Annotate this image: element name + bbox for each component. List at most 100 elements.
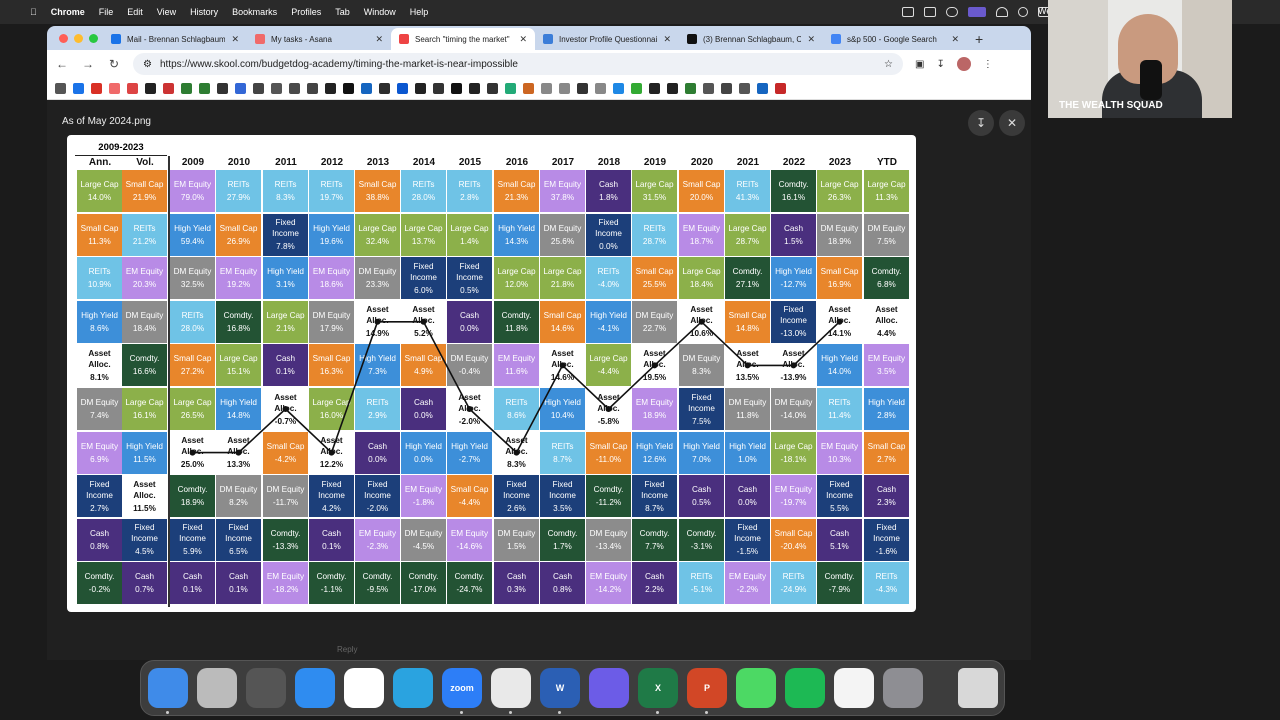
menu-edit[interactable]: Edit: [120, 7, 143, 17]
dock-powerpoint-icon[interactable]: P: [687, 668, 727, 708]
bookmark-favicon-icon[interactable]: [127, 83, 138, 94]
dock-spotify-icon[interactable]: [785, 668, 825, 708]
reload-icon[interactable]: ↻: [108, 57, 120, 71]
bookmark-favicon-icon[interactable]: [541, 83, 552, 94]
bookmark-favicon-icon[interactable]: [595, 83, 606, 94]
bookmark-favicon-icon[interactable]: [397, 83, 408, 94]
bookmark-favicon-icon[interactable]: [109, 83, 120, 94]
tab-close-icon[interactable]: ✕: [807, 33, 815, 44]
bookmark-favicon-icon[interactable]: [55, 83, 66, 94]
bookmark-favicon-icon[interactable]: [487, 83, 498, 94]
dock-word-icon[interactable]: W: [540, 668, 580, 708]
dock-system-settings-icon[interactable]: [883, 668, 923, 708]
dock-messages-icon[interactable]: [736, 668, 776, 708]
bookmark-favicon-icon[interactable]: [721, 83, 732, 94]
menu-profiles[interactable]: Profiles: [284, 7, 321, 17]
menu-history[interactable]: History: [183, 7, 218, 17]
browser-tab[interactable]: Search "timing the market" ✕: [391, 28, 535, 50]
tab-close-icon[interactable]: ✕: [375, 33, 383, 44]
volume-icon[interactable]: [946, 7, 958, 17]
bookmark-favicon-icon[interactable]: [649, 83, 660, 94]
bookmark-favicon-icon[interactable]: [325, 83, 336, 94]
tab-close-icon[interactable]: ✕: [663, 33, 671, 44]
browser-tab[interactable]: My tasks - Asana ✕: [247, 28, 391, 50]
forward-icon[interactable]: →: [82, 57, 94, 71]
apple-icon[interactable]: : [30, 7, 37, 17]
screen-record-icon[interactable]: [968, 7, 986, 17]
zoom-window-button[interactable]: [89, 34, 98, 43]
menu-help[interactable]: Help: [402, 7, 429, 17]
dock-trash-icon[interactable]: [958, 668, 998, 708]
bookmark-favicon-icon[interactable]: [505, 83, 516, 94]
download-icon[interactable]: ↧: [936, 58, 945, 70]
close-window-button[interactable]: [59, 34, 68, 43]
bookmark-favicon-icon[interactable]: [559, 83, 570, 94]
bookmark-favicon-icon[interactable]: [775, 83, 786, 94]
browser-tab[interactable]: (3) Brennan Schlagbaum, C ✕: [679, 28, 823, 50]
dock-photos-icon[interactable]: [834, 668, 874, 708]
browser-tab[interactable]: Investor Profile Questionnaire ✕: [535, 28, 679, 50]
dock-app-store-icon[interactable]: [295, 668, 335, 708]
dock-excel-icon[interactable]: X: [638, 668, 678, 708]
bookmark-favicon-icon[interactable]: [667, 83, 678, 94]
bookmark-favicon-icon[interactable]: [523, 83, 534, 94]
site-settings-icon[interactable]: ⚙: [143, 58, 152, 70]
dock-calculator-icon[interactable]: [246, 668, 286, 708]
bookmark-favicon-icon[interactable]: [415, 83, 426, 94]
dock-chrome-icon[interactable]: [491, 668, 531, 708]
minimize-window-button[interactable]: [74, 34, 83, 43]
menubar-clock[interactable]: Wed: [1038, 6, 1056, 16]
menu-app-name[interactable]: Chrome: [44, 7, 85, 17]
bookmark-favicon-icon[interactable]: [685, 83, 696, 94]
bookmark-favicon-icon[interactable]: [577, 83, 588, 94]
menu-view[interactable]: View: [150, 7, 176, 17]
menu-kebab-icon[interactable]: ⋮: [982, 58, 993, 70]
menu-tab[interactable]: Tab: [328, 7, 350, 17]
new-tab-icon[interactable]: +: [975, 31, 984, 47]
bookmark-favicon-icon[interactable]: [613, 83, 624, 94]
dock-zoom-icon[interactable]: zoom: [442, 668, 482, 708]
bookmark-star-icon[interactable]: ☆: [884, 58, 893, 70]
menu-file[interactable]: File: [92, 7, 114, 17]
bookmark-favicon-icon[interactable]: [163, 83, 174, 94]
dock-launchpad-icon[interactable]: [197, 668, 237, 708]
bookmark-favicon-icon[interactable]: [469, 83, 480, 94]
profile-avatar[interactable]: [956, 57, 971, 71]
bookmark-favicon-icon[interactable]: [703, 83, 714, 94]
reply-link[interactable]: Reply: [337, 645, 358, 654]
bookmark-favicon-icon[interactable]: [91, 83, 102, 94]
bookmark-favicon-icon[interactable]: [271, 83, 282, 94]
status-icon[interactable]: [902, 7, 914, 17]
bookmark-favicon-icon[interactable]: [379, 83, 390, 94]
wifi-icon[interactable]: [996, 7, 1008, 17]
bookmark-favicon-icon[interactable]: [307, 83, 318, 94]
close-viewer-button[interactable]: ✕: [999, 110, 1025, 136]
browser-tab[interactable]: s&p 500 - Google Search ✕: [823, 28, 967, 50]
dock-slack-icon[interactable]: [344, 668, 384, 708]
bookmark-favicon-icon[interactable]: [199, 83, 210, 94]
bookmark-favicon-icon[interactable]: [73, 83, 84, 94]
browser-tab[interactable]: Mail - Brennan Schlagbaum ✕: [103, 28, 247, 50]
bookmark-favicon-icon[interactable]: [739, 83, 750, 94]
bookmark-favicon-icon[interactable]: [145, 83, 156, 94]
tab-close-icon[interactable]: ✕: [231, 33, 239, 44]
bookmark-favicon-icon[interactable]: [451, 83, 462, 94]
bookmark-favicon-icon[interactable]: [289, 83, 300, 94]
bookmark-favicon-icon[interactable]: [343, 83, 354, 94]
bookmark-favicon-icon[interactable]: [181, 83, 192, 94]
tab-close-icon[interactable]: ✕: [951, 33, 959, 44]
tab-close-icon[interactable]: ✕: [519, 33, 527, 44]
bookmark-favicon-icon[interactable]: [433, 83, 444, 94]
menu-bookmarks[interactable]: Bookmarks: [225, 7, 277, 17]
dock-telegram-icon[interactable]: [393, 668, 433, 708]
search-icon[interactable]: [1018, 7, 1028, 17]
bookmark-favicon-icon[interactable]: [253, 83, 264, 94]
bookmark-favicon-icon[interactable]: [361, 83, 372, 94]
download-image-button[interactable]: ↧: [968, 110, 994, 136]
bookmark-favicon-icon[interactable]: [631, 83, 642, 94]
display-icon[interactable]: [924, 7, 936, 17]
address-bar[interactable]: ⚙ https://www.skool.com/budgetdog-academ…: [133, 53, 903, 75]
bookmark-favicon-icon[interactable]: [757, 83, 768, 94]
back-icon[interactable]: ←: [56, 57, 68, 71]
cast-icon[interactable]: ▣: [915, 58, 925, 70]
